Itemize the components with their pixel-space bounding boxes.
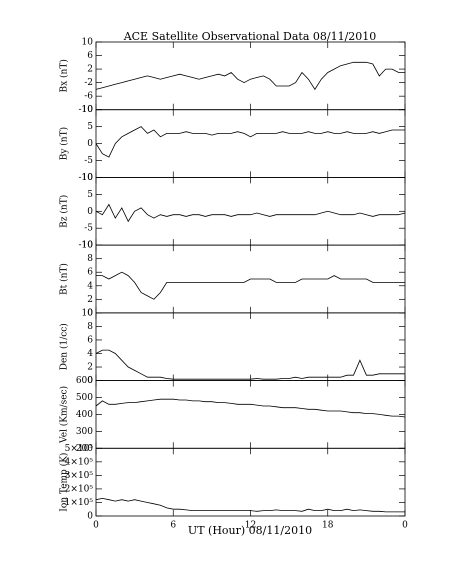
y-tick-label: 4: [87, 281, 93, 291]
y-tick-label: 0: [87, 308, 93, 318]
x-axis-label: UT (Hour) 08/11/2010: [188, 524, 312, 537]
y-tick-label: 8: [87, 322, 93, 332]
x-tick-label: 0: [402, 521, 408, 531]
y-tick-label: -10: [79, 173, 94, 183]
panel-frame: [95, 312, 406, 381]
y-tick-label: 6: [87, 268, 93, 278]
y-tick-label: 8: [87, 254, 93, 264]
panel-frame: [95, 109, 406, 178]
panel-frame: [95, 447, 406, 517]
data-line: [95, 398, 406, 418]
x-tick-label: 12: [245, 521, 256, 531]
y-tick-label: -6: [84, 92, 93, 102]
y-tick-label: 10: [82, 308, 94, 318]
y-axis-label: Ion Temp (K): [59, 453, 70, 512]
y-tick-label: -10: [79, 105, 94, 115]
data-line: [95, 61, 405, 91]
data-line: [95, 203, 406, 223]
y-tick-label: 6: [87, 51, 93, 61]
x-tick-label: 6: [170, 521, 176, 531]
y-tick-label: 0: [87, 376, 93, 386]
y-tick-label: 300: [76, 427, 93, 437]
y-tick-label: 2: [87, 65, 93, 75]
y-tick-label: 200: [76, 444, 93, 454]
y-axis-label: By (nT): [59, 127, 70, 160]
y-tick-label: -10: [79, 241, 94, 251]
y-tick-label: -5: [84, 224, 93, 234]
y-tick-label: 5×10⁵: [65, 444, 94, 454]
panel-frame: [95, 380, 406, 449]
y-tick-label: 0: [87, 512, 93, 522]
y-axis-label: Vel (Km/sec): [59, 386, 70, 444]
y-tick-label: 3×10⁵: [65, 471, 94, 481]
y-tick-label: 10: [82, 241, 94, 251]
data-line: [95, 497, 405, 513]
chart-title: ACE Satellite Observational Data 08/11/2…: [123, 30, 377, 43]
y-tick-label: 5: [87, 190, 93, 200]
y-tick-label: 4: [87, 349, 93, 359]
x-tick-label: 0: [93, 521, 99, 531]
y-tick-label: -5: [84, 156, 93, 166]
y-tick-label: 5: [87, 122, 93, 132]
y-tick-label: 10: [82, 38, 94, 48]
y-tick-label: 2: [87, 295, 93, 305]
panel-frame: [95, 41, 406, 111]
y-tick-label: 400: [76, 410, 93, 420]
y-tick-label: 10: [82, 105, 94, 115]
y-tick-label: 6: [87, 335, 93, 345]
data-line: [95, 126, 405, 158]
y-tick-label: 10: [82, 173, 94, 183]
panel-frame: [95, 177, 406, 246]
y-axis-label: Bz (nT): [59, 195, 70, 228]
y-tick-label: 2×10⁵: [65, 484, 94, 494]
y-tick-label: 500: [76, 393, 93, 403]
y-tick-label: 1×10⁵: [65, 498, 94, 508]
data-line: [96, 271, 405, 300]
y-tick-label: 600: [76, 376, 93, 386]
y-tick-label: 0: [87, 207, 93, 217]
y-axis-label: Den (1/cc): [59, 323, 70, 370]
y-axis-label: Bt (nT): [59, 263, 70, 295]
y-tick-label: 4×10⁵: [65, 457, 94, 467]
y-tick-label: -2: [84, 78, 93, 88]
x-tick-label: 18: [322, 521, 334, 531]
y-axis-label: Bx (nT): [59, 59, 70, 92]
y-tick-label: 2: [87, 363, 93, 373]
y-tick-label: 0: [87, 139, 93, 149]
data-line: [95, 349, 405, 380]
